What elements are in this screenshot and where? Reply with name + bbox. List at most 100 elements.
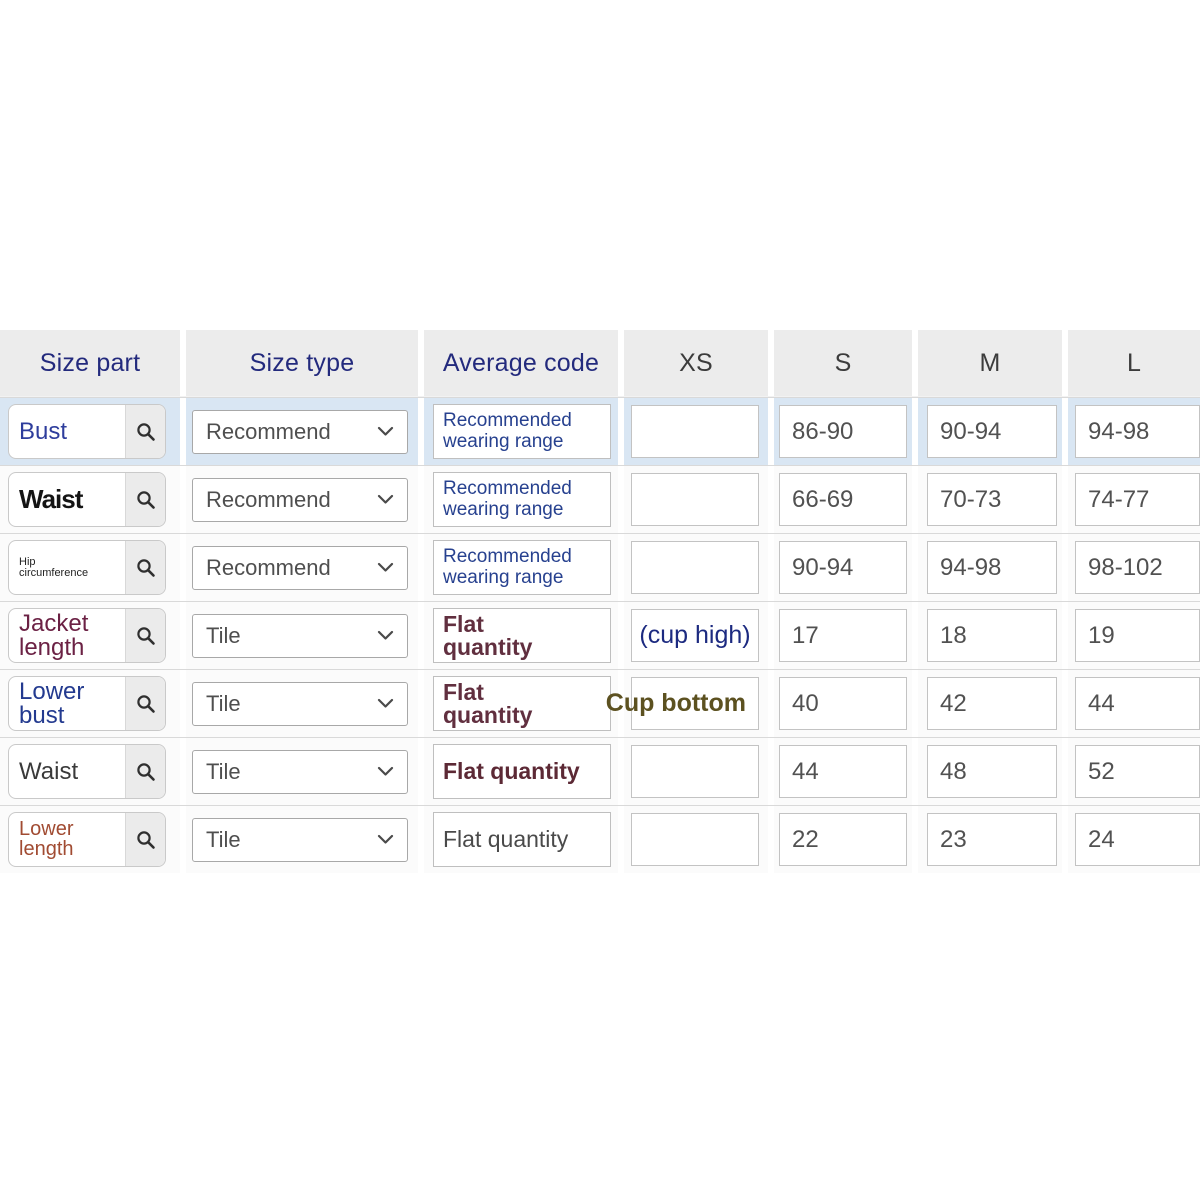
chevron-down-icon	[377, 698, 394, 708]
search-icon	[136, 626, 155, 645]
average-code-box[interactable]: Flat quantity	[433, 676, 611, 731]
search-icon	[136, 830, 155, 849]
value-input-xs[interactable]: (cup high)	[631, 609, 759, 662]
size-type-selected-value: Recommend	[206, 418, 331, 444]
table-row-lower-bust: Lower bust Tile Flat quantity Cup bottom…	[0, 669, 1200, 737]
size-part-input-lower-bust[interactable]: Lower bust	[8, 676, 166, 731]
average-code-box[interactable]: Flat quantity	[433, 812, 611, 867]
value-input-m[interactable]: 48	[927, 745, 1057, 798]
table-row-lower-length: Lower length Tile Flat quantity 22 23 24	[0, 805, 1200, 873]
value-input-s[interactable]: 40	[779, 677, 907, 730]
value-input-m[interactable]: 42	[927, 677, 1057, 730]
size-part-value: Waist	[19, 483, 83, 514]
value-input-xs[interactable]	[631, 813, 759, 866]
value-input-m[interactable]: 23	[927, 813, 1057, 866]
size-type-select[interactable]: Recommend	[192, 409, 408, 454]
value-input-s[interactable]: 86-90	[779, 405, 907, 458]
value-input-xs[interactable]: Cup bottom	[606, 677, 759, 730]
table-row-waist-flat: Waist Tile Flat quantity 44 48 52	[0, 737, 1200, 805]
size-part-value: Waist	[19, 757, 79, 785]
size-part-input-lower-length[interactable]: Lower length	[8, 812, 166, 867]
value-input-s[interactable]: 66-69	[779, 473, 907, 526]
average-code-box[interactable]: Recommended wearing range	[433, 404, 611, 459]
table-row-hip-circumference: Hip circumference Recommend Recommended …	[0, 533, 1200, 601]
col-header-s: S	[768, 330, 912, 396]
table-row-waist: Waist Recommend Recommended wearing rang…	[0, 465, 1200, 533]
average-code-box[interactable]: Recommended wearing range	[433, 472, 611, 527]
search-button[interactable]	[125, 745, 165, 798]
size-part-value: Bust	[19, 417, 68, 445]
size-type-select[interactable]: Tile	[192, 749, 408, 794]
value-input-l[interactable]: 24	[1075, 813, 1200, 866]
value-input-s[interactable]: 17	[779, 609, 907, 662]
average-code-text: Flat quantity	[443, 678, 533, 728]
value-input-xs[interactable]	[631, 405, 759, 458]
value-input-m[interactable]: 18	[927, 609, 1057, 662]
value-input-l[interactable]: 94-98	[1075, 405, 1200, 458]
size-part-input-bust[interactable]: Bust	[8, 404, 166, 459]
search-icon	[136, 558, 155, 577]
col-header-l: L	[1062, 330, 1200, 396]
size-type-selected-value: Recommend	[206, 554, 331, 580]
col-header-average-code: Average code	[418, 330, 618, 396]
size-type-selected-value: Tile	[206, 758, 241, 784]
size-part-value: Lower length	[19, 817, 74, 860]
size-type-select[interactable]: Tile	[192, 817, 408, 862]
size-part-value: Lower bust	[19, 677, 85, 729]
search-icon	[136, 694, 155, 713]
size-chart-table: Size part Size type Average code XS S M …	[0, 330, 1200, 873]
table-row-jacket-length: Jacket length Tile Flat quantity (cup hi…	[0, 601, 1200, 669]
size-type-selected-value: Tile	[206, 622, 241, 648]
search-button[interactable]	[125, 677, 165, 730]
search-button[interactable]	[125, 609, 165, 662]
value-input-s[interactable]: 44	[779, 745, 907, 798]
chevron-down-icon	[377, 426, 394, 436]
search-icon	[136, 490, 155, 509]
size-type-selected-value: Recommend	[206, 486, 331, 512]
size-type-select[interactable]: Recommend	[192, 545, 408, 590]
value-input-l[interactable]: 52	[1075, 745, 1200, 798]
search-button[interactable]	[125, 813, 165, 866]
value-input-l[interactable]: 74-77	[1075, 473, 1200, 526]
size-part-input-hip[interactable]: Hip circumference	[8, 540, 166, 595]
search-icon	[136, 762, 155, 781]
average-code-text: Recommended wearing range	[443, 546, 572, 588]
value-input-xs[interactable]	[631, 473, 759, 526]
size-part-input-waist-flat[interactable]: Waist	[8, 744, 166, 799]
size-part-input-waist[interactable]: Waist	[8, 472, 166, 527]
average-code-text: Flat quantity	[443, 758, 580, 784]
search-button[interactable]	[125, 473, 165, 526]
chevron-down-icon	[377, 494, 394, 504]
chevron-down-icon	[377, 834, 394, 844]
size-part-value: Hip circumference	[19, 555, 89, 579]
chevron-down-icon	[377, 766, 394, 776]
value-input-m[interactable]: 70-73	[927, 473, 1057, 526]
size-part-input-jacket-length[interactable]: Jacket length	[8, 608, 166, 663]
search-button[interactable]	[125, 405, 165, 458]
average-code-text: Flat quantity	[443, 610, 533, 660]
value-input-s[interactable]: 90-94	[779, 541, 907, 594]
chevron-down-icon	[377, 562, 394, 572]
value-input-xs[interactable]	[631, 541, 759, 594]
value-input-l[interactable]: 98-102	[1075, 541, 1200, 594]
chevron-down-icon	[377, 630, 394, 640]
size-type-selected-value: Tile	[206, 690, 241, 716]
size-type-select[interactable]: Tile	[192, 613, 408, 658]
value-input-s[interactable]: 22	[779, 813, 907, 866]
value-input-m[interactable]: 94-98	[927, 541, 1057, 594]
average-code-box[interactable]: Flat quantity	[433, 608, 611, 663]
average-code-text: Flat quantity	[443, 826, 569, 852]
search-button[interactable]	[125, 541, 165, 594]
average-code-box[interactable]: Recommended wearing range	[433, 540, 611, 595]
value-input-l[interactable]: 44	[1075, 677, 1200, 730]
col-header-m: M	[912, 330, 1062, 396]
value-input-xs[interactable]	[631, 745, 759, 798]
size-type-select[interactable]: Tile	[192, 681, 408, 726]
average-code-box[interactable]: Flat quantity	[433, 744, 611, 799]
size-type-select[interactable]: Recommend	[192, 477, 408, 522]
value-input-l[interactable]: 19	[1075, 609, 1200, 662]
value-input-m[interactable]: 90-94	[927, 405, 1057, 458]
col-header-size-type: Size type	[180, 330, 418, 396]
table-header-row: Size part Size type Average code XS S M …	[0, 330, 1200, 397]
